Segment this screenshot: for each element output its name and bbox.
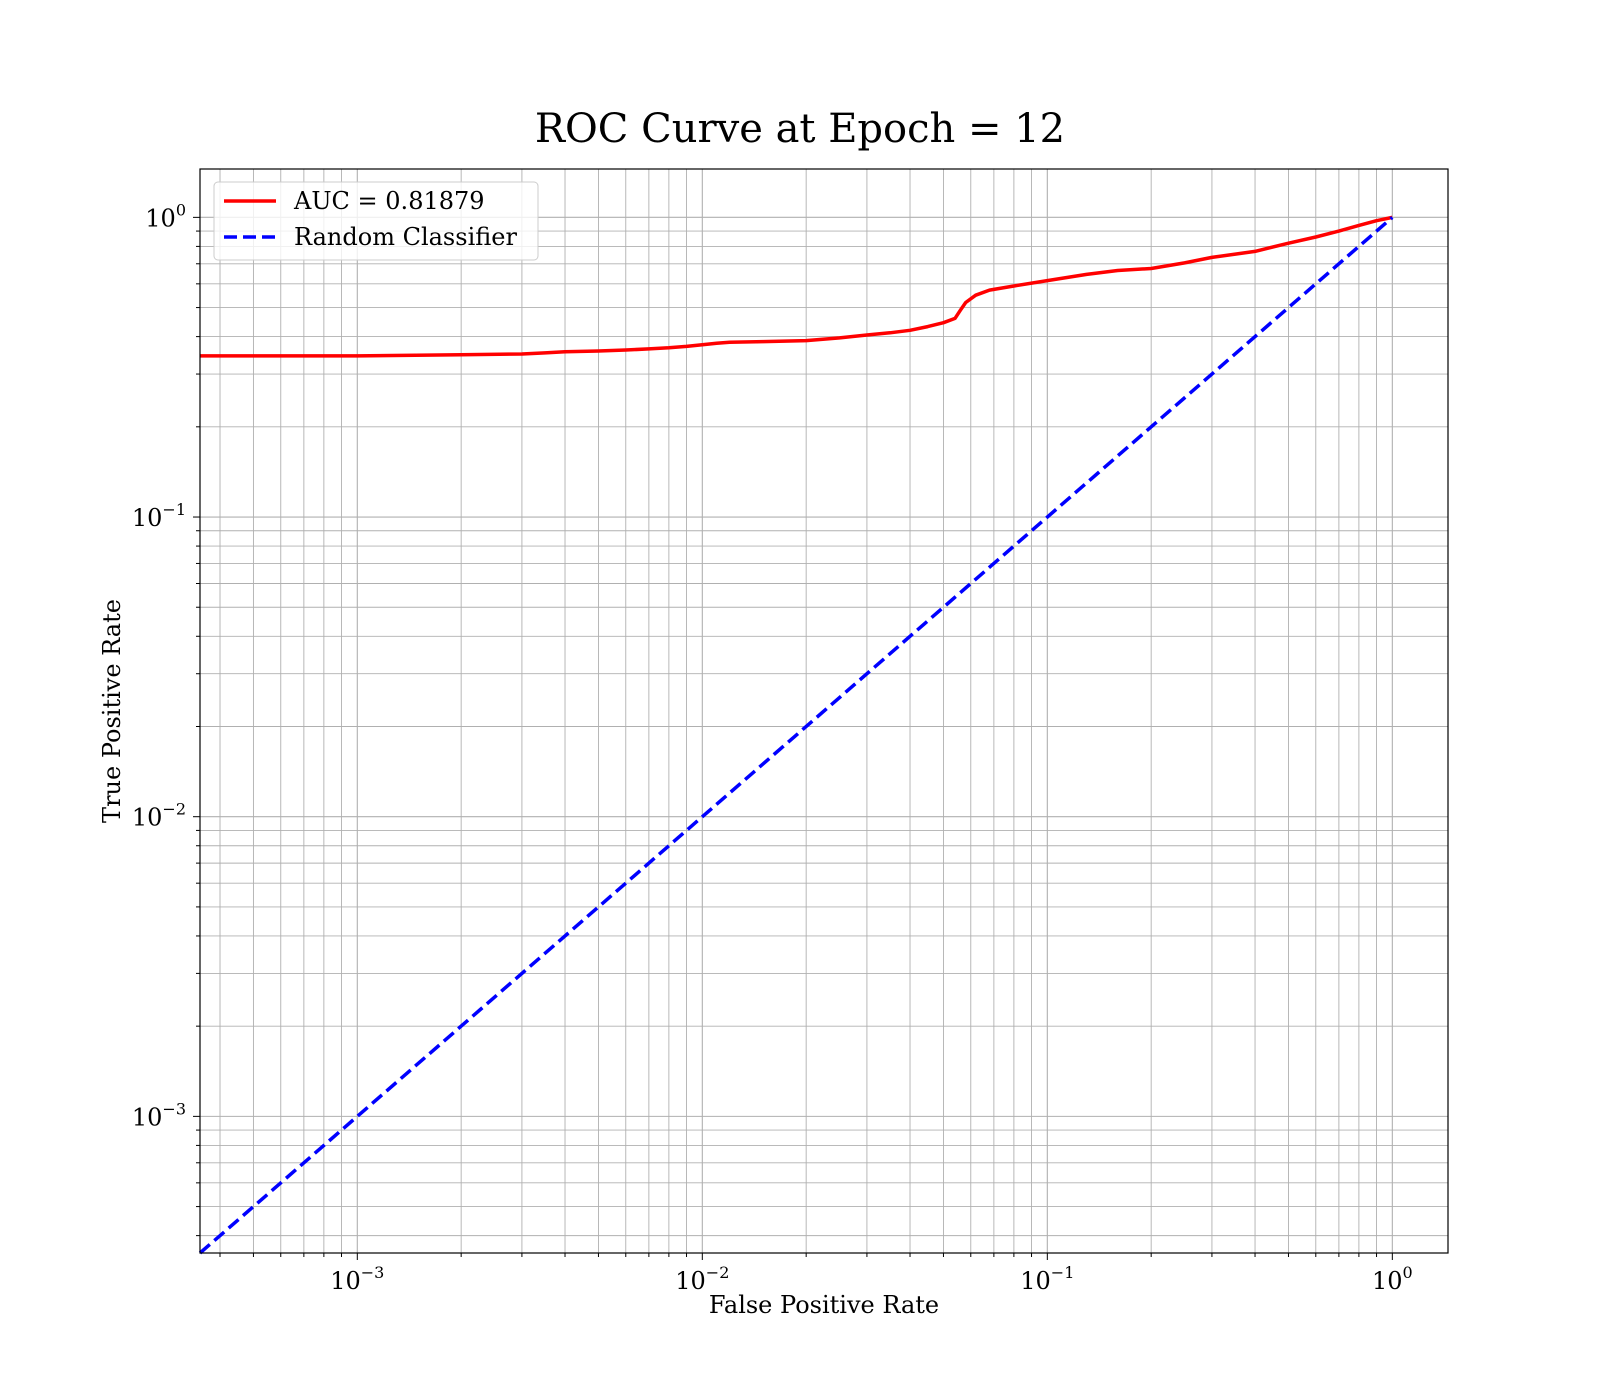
x-tick-label: 10−3	[330, 1263, 384, 1295]
plot-series	[198, 215, 1394, 1255]
legend-box	[213, 181, 539, 261]
plot-frame	[199, 168, 1449, 1254]
x-tick-label: 10−2	[675, 1263, 729, 1295]
legend-label-random: Random Classifier	[294, 223, 517, 251]
y-tick-label: 10−1	[132, 500, 186, 532]
y-tick-label: 10−2	[132, 800, 186, 832]
y-axis-label: True Positive Rate	[98, 599, 126, 823]
chart-title: ROC Curve at Epoch = 12	[535, 106, 1065, 152]
roc-curve-line	[200, 215, 1393, 358]
grid-lines	[200, 169, 1448, 1253]
x-tick-labels: 10−3 10−2 10−1 100	[330, 1263, 1412, 1295]
y-tick-label: 100	[145, 200, 186, 232]
random-classifier-line	[198, 216, 1394, 1255]
tick-marks	[193, 216, 1393, 1260]
x-axis-label: False Positive Rate	[709, 1291, 939, 1319]
legend: AUC = 0.81879 Random Classifier	[213, 181, 539, 261]
y-tick-labels: 10−3 10−2 10−1 100	[132, 200, 186, 1131]
y-tick-label: 10−3	[132, 1099, 186, 1131]
x-tick-label: 10−1	[1020, 1263, 1074, 1295]
x-tick-label: 100	[1372, 1263, 1413, 1295]
legend-label-auc: AUC = 0.81879	[293, 187, 485, 215]
